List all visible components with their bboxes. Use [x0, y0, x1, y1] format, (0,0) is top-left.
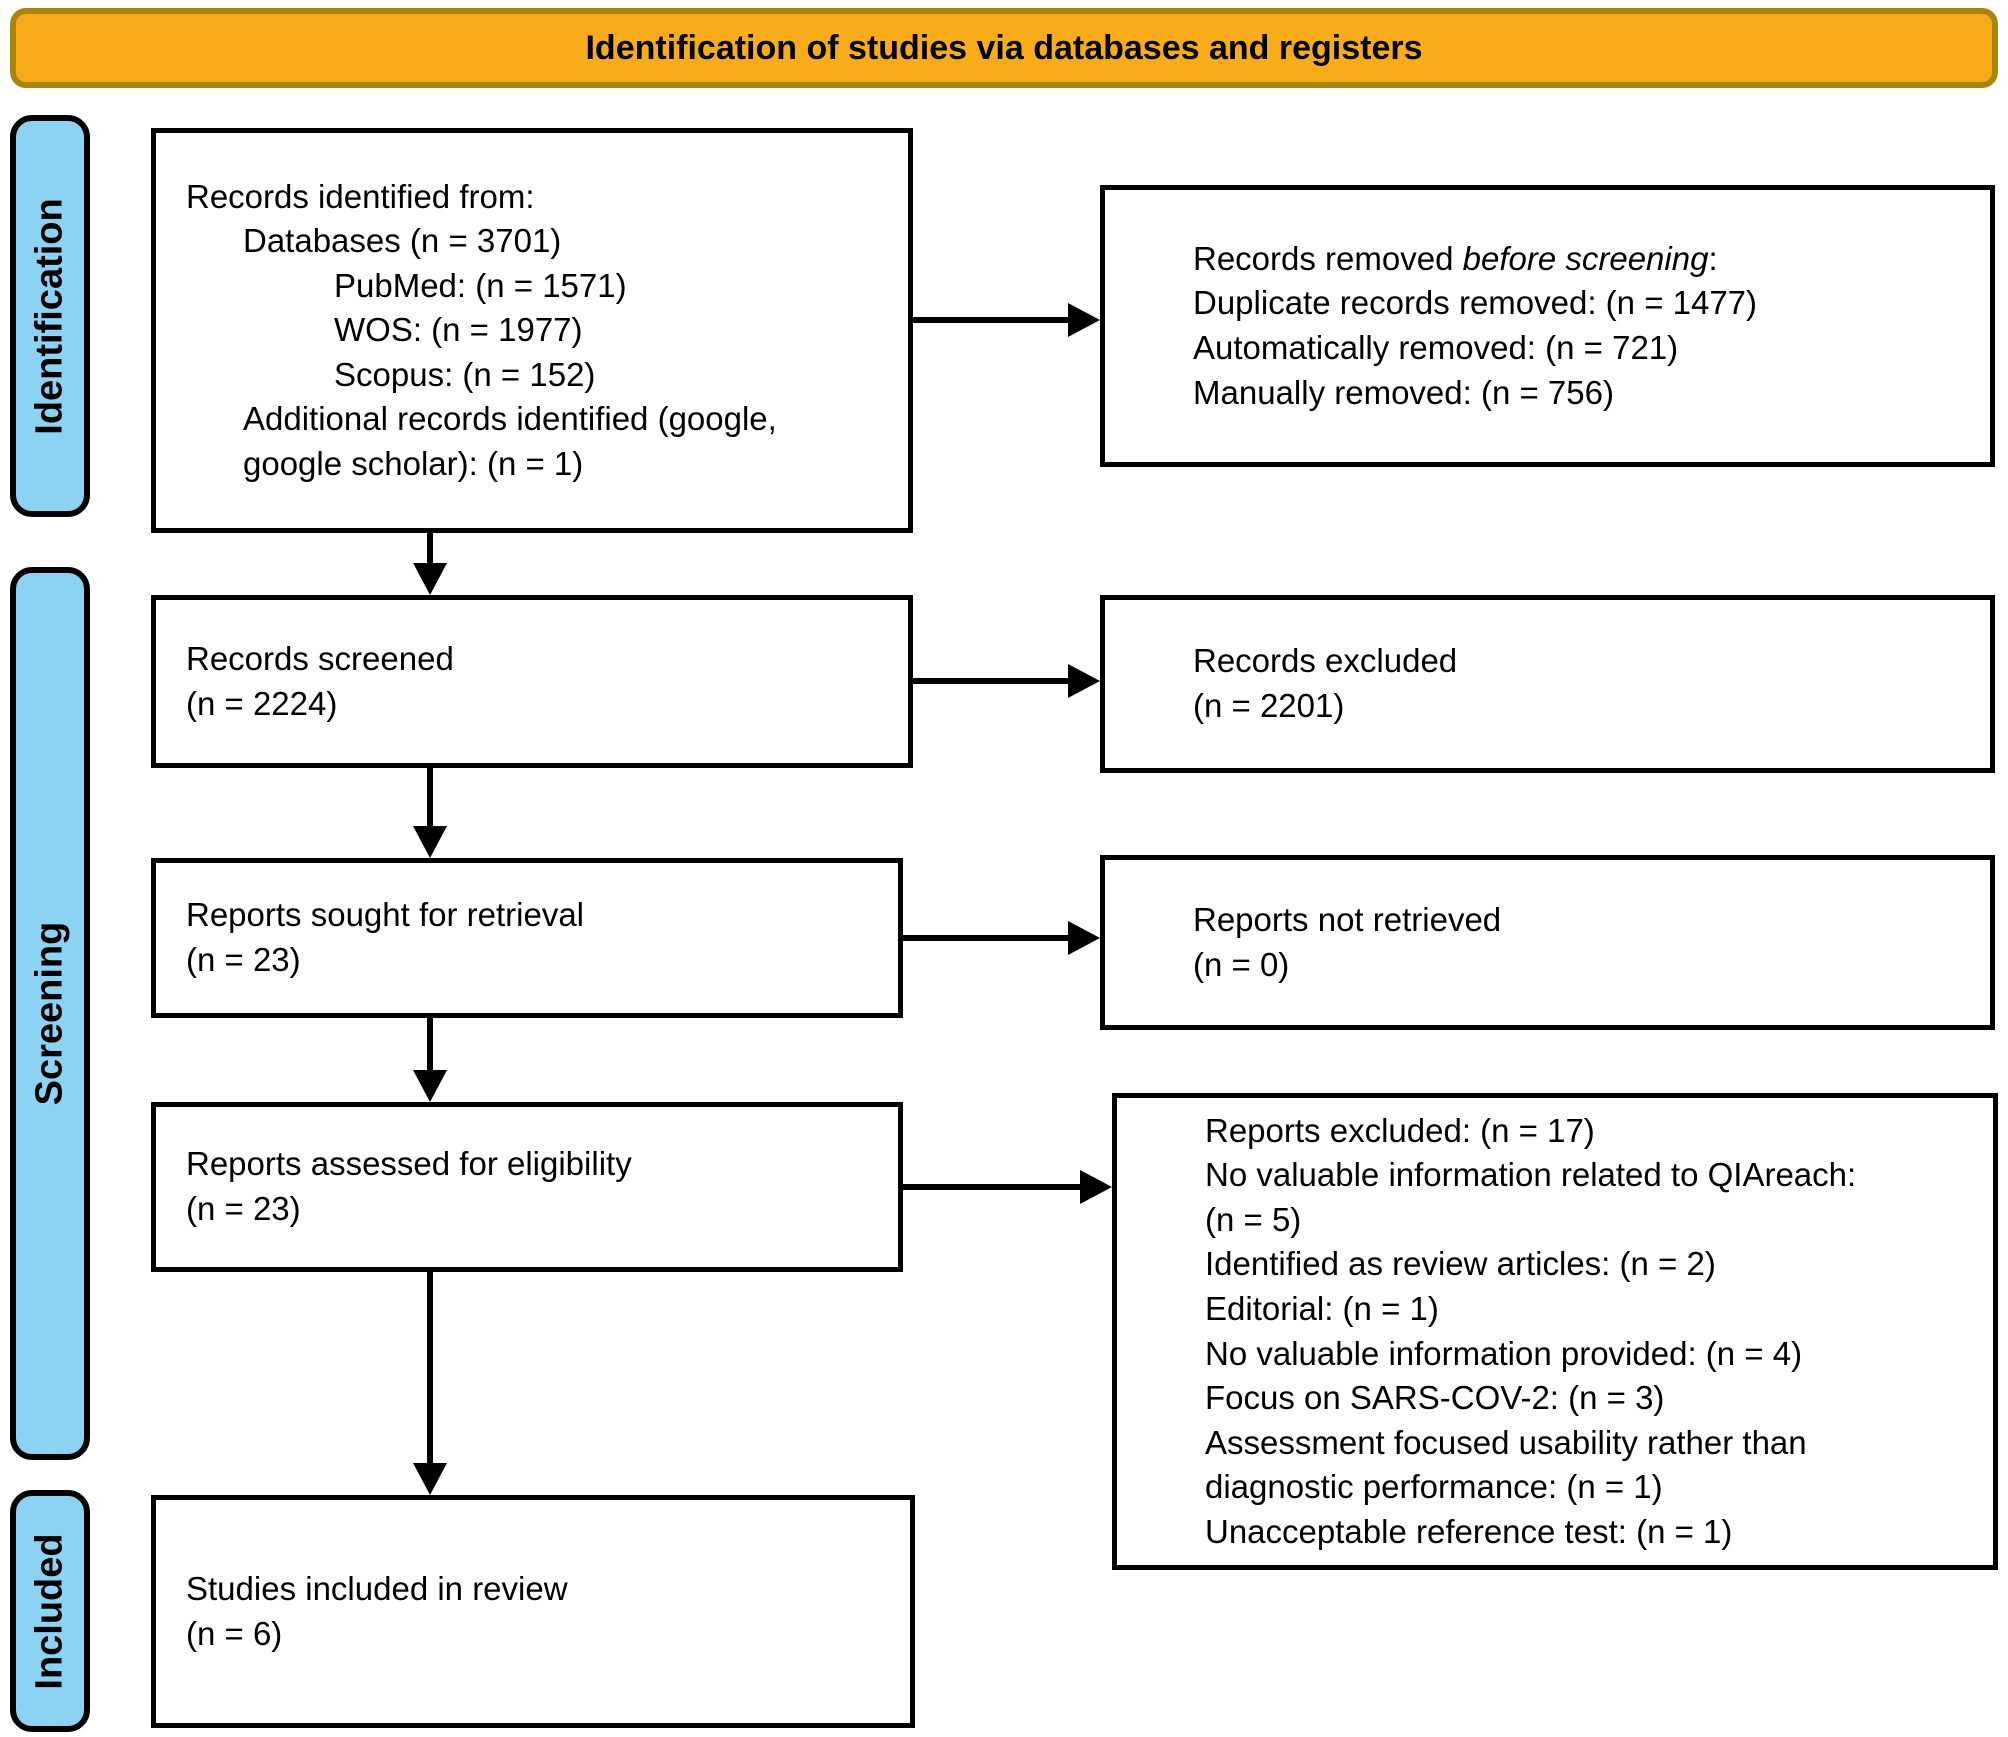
stage-label: Identification: [28, 197, 71, 435]
box-reports-excluded-reasons: Reports excluded: (n = 17) No valuable in…: [1112, 1093, 1998, 1570]
box-line: Scopus: (n = 152): [334, 355, 596, 393]
box-line: Studies included in review: [186, 1569, 568, 1607]
box-line: Databases (n = 3701): [243, 222, 562, 260]
box-line: Unacceptable reference test: (n = 1): [1205, 1512, 1733, 1550]
arrow-right-head-icon: [1068, 664, 1100, 698]
box-line: No valuable information related to QIAre…: [1205, 1156, 1857, 1194]
box-records-screened: Records screened (n = 2224): [151, 595, 913, 768]
box-line: Additional records identified (google,: [243, 400, 777, 438]
box-reports-assessed: Reports assessed for eligibility (n = 23): [151, 1102, 903, 1272]
arrow-down-head-icon: [413, 1463, 447, 1495]
arrow-right-stem: [903, 935, 1070, 941]
arrow-down-stem: [427, 533, 433, 567]
box-records-excluded: Records excluded (n = 2201): [1100, 595, 1995, 773]
stage-tab-screening: Screening: [10, 567, 90, 1460]
box-line: Records excluded: [1193, 642, 1458, 680]
box-line: Reports sought for retrieval: [186, 896, 585, 934]
arrow-down-head-icon: [413, 563, 447, 595]
box-line: Reports excluded: (n = 17): [1205, 1111, 1595, 1149]
arrow-right-stem: [903, 1184, 1080, 1190]
box-line: (n = 2224): [186, 684, 338, 722]
box-line: Duplicate records removed: (n = 1477): [1193, 284, 1758, 322]
arrow-down-head-icon: [413, 826, 447, 858]
box-line: Identified as review articles: (n = 2): [1205, 1245, 1716, 1283]
box-line: (n = 23): [186, 941, 301, 978]
box-line: (n = 0): [1193, 945, 1290, 983]
box-line: WOS: (n = 1977): [334, 311, 583, 349]
box-records-identified: Records identified from: Databases (n = 3…: [151, 128, 913, 533]
box-studies-included: Studies included in review (n = 6): [151, 1495, 915, 1728]
arrow-right-head-icon: [1080, 1170, 1112, 1204]
stage-label: Screening: [28, 921, 71, 1106]
box-line: Reports assessed for eligibility: [186, 1145, 632, 1183]
arrow-right-head-icon: [1068, 921, 1100, 955]
arrow-down-stem: [427, 768, 433, 826]
box-line: PubMed: (n = 1571): [334, 266, 627, 304]
stage-label: Included: [28, 1532, 71, 1690]
box-line: (n = 6): [186, 1614, 283, 1652]
box-line: Records identified from:: [186, 177, 535, 215]
box-line: No valuable information provided: (n = 4…: [1205, 1334, 1803, 1372]
stage-tab-included: Included: [10, 1490, 90, 1732]
box-line: Reports not retrieved: [1193, 900, 1502, 938]
stage-tab-identification: Identification: [10, 115, 90, 517]
box-line: Assessment focused usability rather than: [1205, 1423, 1807, 1461]
arrow-right-head-icon: [1068, 303, 1100, 337]
box-reports-not-retrieved: Reports not retrieved (n = 0): [1100, 855, 1995, 1030]
arrow-down-head-icon: [413, 1070, 447, 1102]
box-line: Records removed before screening:: [1193, 239, 1718, 277]
box-line: Records screened: [186, 639, 454, 677]
box-line: Automatically removed: (n = 721): [1193, 329, 1679, 366]
box-records-removed-before-screening: Records removed before screening: Duplica…: [1100, 185, 1995, 467]
box-line: (n = 2201): [1193, 687, 1345, 724]
box-line: diagnostic performance: (n = 1): [1205, 1468, 1663, 1506]
box-reports-sought: Reports sought for retrieval (n = 23): [151, 858, 903, 1018]
box-line: (n = 5): [1205, 1200, 1302, 1238]
arrow-down-stem: [427, 1018, 433, 1072]
box-line: (n = 23): [186, 1190, 301, 1227]
box-line: Manually removed: (n = 756): [1193, 373, 1614, 411]
banner-title: Identification of studies via databases …: [10, 8, 1998, 88]
arrow-down-stem: [427, 1272, 433, 1465]
arrow-right-stem: [913, 317, 1070, 323]
arrow-right-stem: [913, 678, 1070, 684]
box-line: Editorial: (n = 1): [1205, 1289, 1439, 1327]
box-line: Focus on SARS-COV-2: (n = 3): [1205, 1379, 1665, 1417]
box-line: google scholar): (n = 1): [243, 444, 584, 482]
